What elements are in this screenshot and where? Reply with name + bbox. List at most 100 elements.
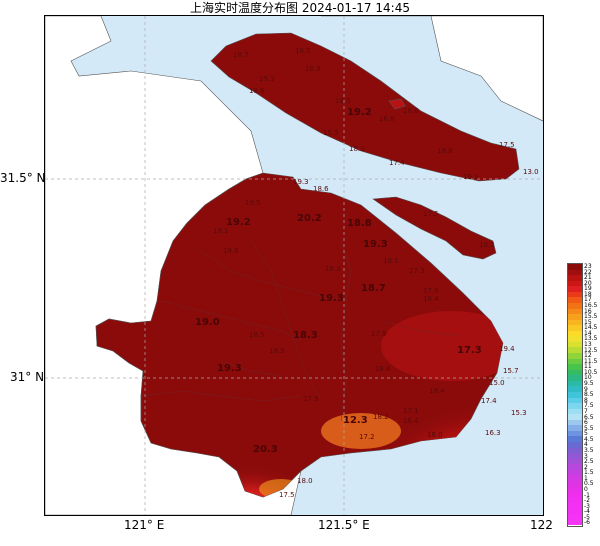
color-legend bbox=[567, 263, 583, 527]
legend-tick-label: 13 bbox=[584, 341, 592, 349]
temperature-label: 18.1 bbox=[383, 257, 399, 265]
legend-tick-label: 0.5 bbox=[584, 480, 594, 488]
legend-swatch bbox=[568, 302, 582, 309]
legend-swatch bbox=[568, 275, 582, 281]
legend-swatch bbox=[568, 269, 582, 276]
legend-swatch bbox=[568, 375, 582, 381]
temperature-label: 16.8 bbox=[379, 115, 395, 123]
temperature-label: 17.9 bbox=[371, 330, 387, 338]
temperature-label: 18.6 bbox=[249, 87, 265, 95]
temperature-label: 18.2 bbox=[479, 241, 495, 249]
temperature-label: 18.8 bbox=[437, 147, 453, 155]
temperature-label: 19.3 bbox=[463, 173, 479, 181]
temperature-label: 19.5 bbox=[245, 199, 261, 207]
legend-tick-label: 21 bbox=[584, 274, 592, 282]
temperature-label: 17.4 bbox=[389, 159, 405, 167]
map-title: 上海实时温度分布图 2024-01-17 14:45 bbox=[190, 1, 410, 15]
temperature-label: 20.2 bbox=[297, 213, 322, 224]
temperature-label: 18.3 bbox=[293, 330, 318, 341]
legend-tick-label: -6 bbox=[584, 519, 590, 527]
temperature-label: 18.6 bbox=[313, 185, 329, 193]
north-shore-land bbox=[321, 16, 543, 122]
legend-swatch bbox=[568, 341, 582, 348]
legend-swatch bbox=[568, 480, 582, 487]
legend-tick-label: 11 bbox=[584, 363, 592, 371]
map-frame: 18.7 18.5 18.9 19.3 18.6 18.5 19.2 18.8 16.8 15.3… bbox=[44, 15, 544, 516]
legend-swatch bbox=[568, 503, 582, 509]
legend-tick-label: 9 bbox=[584, 385, 588, 393]
x-tick-122: 122 bbox=[530, 518, 553, 532]
legend-tick-label: 10 bbox=[584, 374, 592, 382]
legend-tick-label: 22 bbox=[584, 268, 592, 276]
temperature-label: 18.7 bbox=[233, 51, 249, 59]
legend-tick-label: -4 bbox=[584, 508, 590, 516]
legend-tick-label: -1 bbox=[584, 491, 590, 499]
temperature-label: 18.8 bbox=[347, 218, 372, 229]
legend-tick-label: 6 bbox=[584, 419, 588, 427]
legend-swatch bbox=[568, 442, 582, 448]
temperature-label: 18.5 bbox=[295, 47, 311, 55]
temperature-label: 15.7 bbox=[503, 367, 519, 375]
legend-swatch bbox=[568, 391, 582, 398]
legend-swatch bbox=[568, 458, 582, 465]
legend-tick-label: -2 bbox=[584, 497, 590, 505]
temperature-label: 19.0 bbox=[195, 317, 220, 328]
legend-swatch bbox=[568, 469, 582, 476]
temperature-label: 12.3 bbox=[343, 415, 368, 426]
x-tick-121-5: 121.5° E bbox=[318, 518, 370, 532]
temperature-label: 17.4 bbox=[481, 397, 497, 405]
temperature-label: 17.5 bbox=[499, 141, 515, 149]
legend-swatch bbox=[568, 397, 582, 404]
legend-swatch bbox=[568, 519, 582, 526]
legend-swatch bbox=[568, 508, 582, 515]
temperature-label: 19.1 bbox=[213, 227, 229, 235]
legend-swatch bbox=[568, 330, 582, 337]
legend-tick-label: -3 bbox=[584, 502, 590, 510]
legend-swatch bbox=[568, 464, 582, 470]
x-tick-121: 121° E bbox=[124, 518, 165, 532]
legend-tick-label: 1.5 bbox=[584, 469, 594, 477]
y-tick-31-5: 31.5° N bbox=[0, 171, 46, 185]
legend-tick-label: 17 bbox=[584, 296, 592, 304]
legend-tick-label: 12 bbox=[584, 352, 592, 360]
legend-tick-label: 3 bbox=[584, 452, 588, 460]
temperature-label: 15.3 bbox=[511, 409, 527, 417]
temperature-label: 18.3 bbox=[325, 265, 341, 273]
legend-tick-label: 7.5 bbox=[584, 402, 594, 410]
legend-swatch bbox=[568, 497, 582, 504]
legend-tick-label: 13.5 bbox=[584, 335, 598, 343]
legend-tick-label: 9.5 bbox=[584, 380, 594, 388]
temperature-label: 18.5 bbox=[249, 331, 265, 339]
temperature-label: 17.5 bbox=[423, 210, 439, 218]
temperature-label: 18.7 bbox=[361, 283, 386, 294]
temperature-label: 18.3 bbox=[349, 145, 365, 153]
changxing-island bbox=[372, 196, 497, 260]
legend-tick-label: 14 bbox=[584, 329, 592, 337]
legend-tick-label: 6.5 bbox=[584, 413, 594, 421]
legend-tick-label: 20 bbox=[584, 279, 592, 287]
legend-swatch bbox=[568, 286, 582, 292]
temperature-label: 18.5 bbox=[335, 97, 351, 105]
temperature-label: 17.3 bbox=[409, 267, 425, 275]
legend-tick-label: 14.5 bbox=[584, 324, 598, 332]
legend-tick-label: 7 bbox=[584, 407, 588, 415]
legend-swatch bbox=[568, 430, 582, 437]
temperature-label: 17.5 bbox=[279, 491, 295, 499]
legend-tick-label: 3.5 bbox=[584, 446, 594, 454]
temperature-label: 19.2 bbox=[347, 107, 372, 118]
legend-tick-label: 23 bbox=[584, 263, 592, 270]
legend-swatch bbox=[568, 514, 582, 520]
legend-swatch bbox=[568, 319, 582, 326]
legend-swatch bbox=[568, 369, 582, 376]
temperature-label: 20.3 bbox=[253, 444, 278, 455]
temperature-label: 19.3 bbox=[259, 75, 275, 83]
legend-tick-label: 18 bbox=[584, 290, 592, 298]
temperature-label: 19.3 bbox=[217, 363, 242, 374]
temperature-label: 19.3 bbox=[363, 239, 388, 250]
legend-swatch bbox=[568, 314, 582, 320]
legend-swatch bbox=[568, 364, 582, 370]
temperature-label: 19.3 bbox=[319, 293, 344, 304]
legend-swatch bbox=[568, 447, 582, 454]
legend-tick-label: 2.5 bbox=[584, 458, 594, 466]
legend-swatch bbox=[568, 380, 582, 387]
